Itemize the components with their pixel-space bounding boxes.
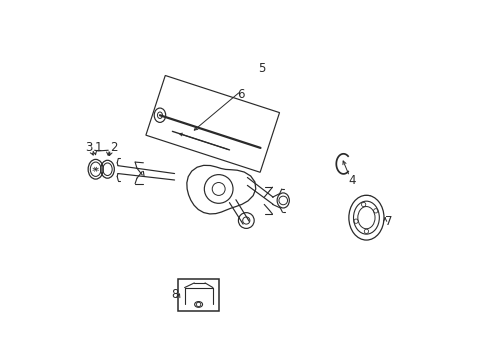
Text: 7: 7 [384,215,391,229]
Text: 1: 1 [94,140,102,153]
Text: 8: 8 [170,288,178,301]
Text: 3: 3 [84,141,92,154]
Text: 2: 2 [110,141,117,154]
Bar [178,279,219,311]
Text: 5: 5 [258,62,265,75]
Text: 6: 6 [237,88,244,101]
Text: 4: 4 [347,174,355,187]
